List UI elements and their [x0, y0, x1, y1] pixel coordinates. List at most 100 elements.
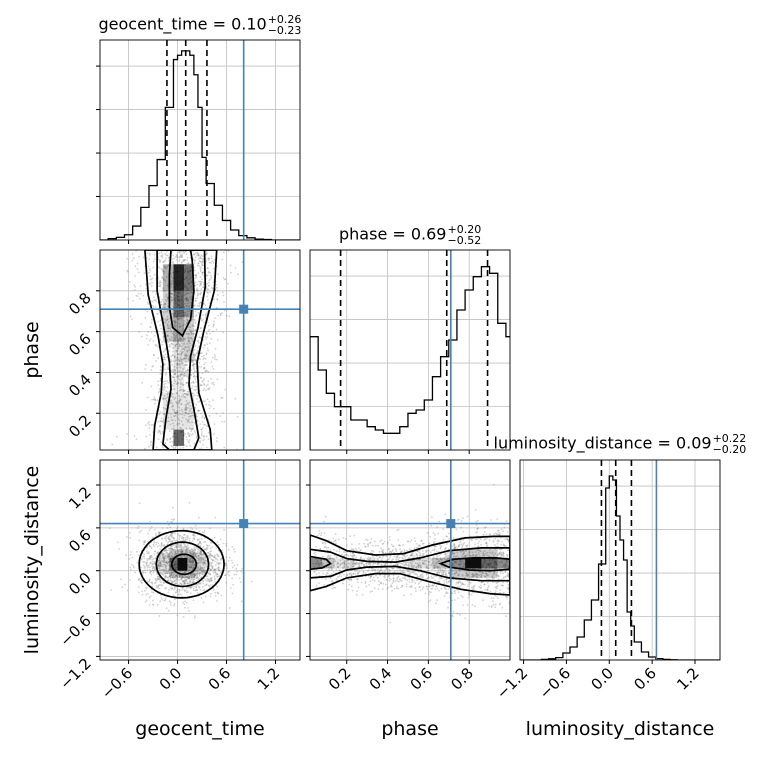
sample-point — [204, 400, 206, 402]
sample-point — [192, 566, 195, 569]
sample-point — [160, 542, 163, 545]
sample-point — [184, 345, 187, 348]
sample-point — [199, 568, 202, 571]
sample-point — [193, 345, 196, 348]
sample-point — [145, 587, 148, 590]
sample-point — [183, 583, 186, 586]
sample-point — [153, 290, 156, 293]
sample-point — [178, 406, 181, 409]
sample-point — [214, 571, 217, 573]
sample-point — [500, 560, 503, 563]
sample-point — [392, 574, 395, 577]
sample-point — [379, 574, 381, 576]
sample-point — [198, 302, 201, 305]
sample-point — [163, 266, 166, 268]
sample-point — [486, 589, 489, 591]
sample-point — [391, 550, 394, 552]
sample-point — [157, 542, 160, 545]
density-cell — [173, 317, 185, 342]
sample-point — [212, 325, 215, 328]
sample-point — [170, 555, 173, 558]
sample-point — [213, 536, 216, 539]
sample-point — [431, 516, 433, 519]
sample-point — [169, 345, 172, 348]
sample-point — [208, 261, 211, 264]
sample-point — [501, 553, 503, 556]
sample-point — [193, 422, 196, 424]
sample-point — [187, 574, 190, 576]
sample-point — [173, 603, 176, 605]
sample-point — [329, 567, 331, 569]
sample-point — [216, 555, 219, 558]
sample-point — [203, 367, 205, 370]
sample-point — [443, 556, 446, 559]
sample-point — [413, 580, 415, 582]
sample-point — [486, 554, 488, 557]
sample-point — [347, 588, 350, 591]
sample-point — [482, 572, 484, 574]
sample-point — [208, 567, 211, 570]
sample-point — [363, 564, 366, 566]
sample-point — [195, 554, 198, 557]
sample-point — [379, 540, 382, 542]
sample-point — [184, 590, 186, 592]
sample-point — [162, 557, 165, 560]
sample-point — [494, 590, 497, 592]
sample-point — [176, 424, 179, 426]
sample-point — [442, 571, 445, 574]
sample-point — [195, 415, 198, 418]
sample-point — [188, 393, 190, 396]
sample-point — [191, 433, 194, 435]
sample-point — [158, 562, 161, 565]
sample-point — [166, 392, 169, 395]
sample-point — [375, 545, 377, 547]
sample-point — [180, 379, 182, 381]
sample-point — [200, 542, 203, 545]
sample-point — [417, 564, 420, 566]
sample-point — [194, 546, 197, 548]
sample-point — [192, 329, 195, 332]
sample-point — [164, 442, 167, 444]
sample-point — [477, 545, 479, 548]
sample-point — [166, 439, 169, 442]
sample-point — [192, 534, 195, 537]
sample-point — [193, 580, 196, 583]
sample-point — [175, 350, 178, 353]
sample-point — [180, 578, 183, 581]
sample-point — [140, 529, 143, 532]
sample-point — [196, 569, 199, 572]
sample-point — [158, 532, 161, 534]
sample-point — [346, 567, 349, 570]
sample-point — [365, 564, 368, 567]
sample-point — [174, 344, 177, 347]
sample-point — [180, 555, 183, 558]
sample-point — [447, 571, 450, 574]
sample-point — [448, 572, 451, 574]
sample-point — [177, 382, 180, 385]
sample-point — [162, 553, 165, 556]
sample-point — [187, 558, 189, 560]
sample-point — [216, 541, 219, 543]
sample-point — [372, 550, 375, 553]
sample-point — [190, 369, 193, 372]
sample-point — [188, 556, 191, 559]
sample-point — [186, 538, 188, 541]
sample-point — [199, 440, 202, 443]
sample-point — [346, 559, 349, 562]
sample-point — [164, 280, 167, 282]
sample-point — [174, 322, 177, 324]
sample-point — [161, 343, 164, 346]
sample-point — [207, 431, 210, 434]
sample-point — [165, 607, 168, 610]
sample-point — [167, 297, 169, 299]
sample-point — [190, 561, 193, 564]
sample-point — [188, 435, 191, 437]
sample-point — [187, 566, 189, 569]
sample-point — [200, 428, 203, 431]
sample-point — [436, 565, 439, 568]
sample-point — [494, 552, 497, 555]
sample-point — [188, 341, 190, 343]
sample-point — [170, 584, 173, 587]
sample-point — [506, 587, 509, 590]
sample-point — [162, 277, 165, 280]
